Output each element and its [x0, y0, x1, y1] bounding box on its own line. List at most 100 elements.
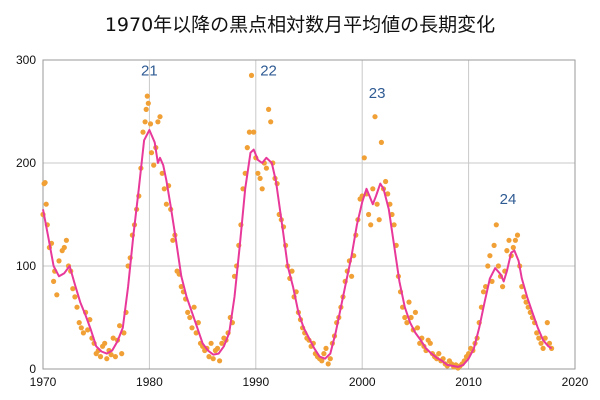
data-point [349, 273, 355, 279]
data-point [534, 330, 540, 336]
cycle-label: 22 [260, 62, 277, 79]
data-point [219, 340, 225, 346]
data-point [493, 222, 499, 228]
data-point [163, 201, 169, 207]
data-point [366, 211, 372, 218]
data-point [323, 345, 329, 351]
data-point [378, 139, 384, 145]
data-point [85, 327, 91, 333]
data-point [108, 352, 114, 358]
data-point [504, 248, 510, 254]
data-point [54, 292, 60, 298]
data-point [263, 165, 269, 171]
data-point [144, 93, 150, 99]
data-point [110, 335, 116, 341]
data-point [385, 191, 391, 197]
x-tick-label: 1980 [136, 375, 163, 389]
data-point [121, 330, 127, 336]
scatter-series [40, 72, 555, 371]
data-point [104, 356, 110, 362]
data-point [255, 170, 261, 176]
x-tick-label: 2010 [455, 375, 482, 389]
cycle-label: 21 [141, 62, 158, 79]
data-point [370, 186, 376, 192]
data-point [191, 304, 197, 310]
data-point [487, 253, 493, 259]
data-point [161, 186, 167, 192]
data-point [119, 351, 125, 357]
data-point [251, 129, 257, 135]
x-tick-label: 1990 [242, 375, 269, 389]
data-point [56, 258, 62, 264]
data-point [143, 106, 149, 112]
data-point [214, 345, 221, 351]
chart-title: 1970年以降の黒点相対数月平均値の長期変化 [105, 14, 495, 36]
data-point [521, 294, 527, 300]
cycle-label: 23 [369, 85, 386, 102]
data-point [412, 309, 418, 315]
data-point [170, 237, 176, 243]
data-point [43, 201, 49, 207]
data-point [506, 237, 512, 243]
data-point [257, 175, 263, 181]
data-point [74, 304, 80, 310]
cycle-label: 24 [500, 191, 517, 208]
data-point [268, 119, 274, 125]
data-point [189, 325, 195, 331]
data-point [542, 335, 548, 341]
data-point [266, 106, 272, 112]
x-axis-ticks: 1970 1980 1990 2000 2010 2020 [30, 375, 589, 389]
y-tick-label: 200 [16, 156, 36, 170]
data-point [97, 354, 104, 360]
data-point [80, 330, 86, 336]
data-point [540, 345, 546, 351]
data-point [374, 201, 380, 207]
data-point [147, 121, 154, 127]
data-point [383, 178, 389, 185]
data-point [70, 286, 76, 292]
data-point [500, 284, 506, 290]
data-point [325, 361, 331, 367]
data-point [536, 335, 542, 341]
data-point [210, 356, 216, 362]
y-tick-label: 300 [16, 53, 36, 67]
data-point [148, 150, 155, 156]
data-point [155, 119, 161, 125]
data-point [72, 294, 78, 300]
data-point [480, 289, 487, 295]
x-tick-label: 2000 [349, 375, 376, 389]
data-point [193, 330, 199, 336]
data-point [489, 278, 495, 284]
data-point [427, 340, 433, 346]
data-point [76, 320, 82, 326]
data-point [159, 170, 165, 176]
data-point [514, 232, 521, 238]
data-point [187, 314, 193, 321]
data-point [246, 129, 252, 135]
data-point [327, 356, 333, 362]
data-point [376, 217, 382, 223]
smoothed-line-series [42, 129, 553, 368]
y-tick-label: 0 [29, 362, 36, 376]
data-point [368, 222, 374, 228]
data-point [102, 340, 108, 346]
data-point [538, 340, 544, 346]
data-point [402, 314, 408, 321]
data-point [142, 119, 148, 125]
data-point [485, 263, 491, 269]
data-point [157, 114, 163, 120]
data-point [544, 320, 550, 326]
data-point [217, 358, 223, 364]
data-point [414, 325, 421, 331]
data-point [151, 162, 157, 168]
data-point [289, 268, 295, 274]
data-point [140, 129, 146, 135]
data-point [61, 244, 67, 251]
data-point [259, 186, 265, 192]
data-point [145, 100, 151, 106]
x-tick-label: 1970 [30, 375, 57, 389]
cycle-annotations: 21 22 23 24 [141, 62, 516, 208]
data-point [63, 237, 69, 243]
data-point [78, 325, 84, 331]
